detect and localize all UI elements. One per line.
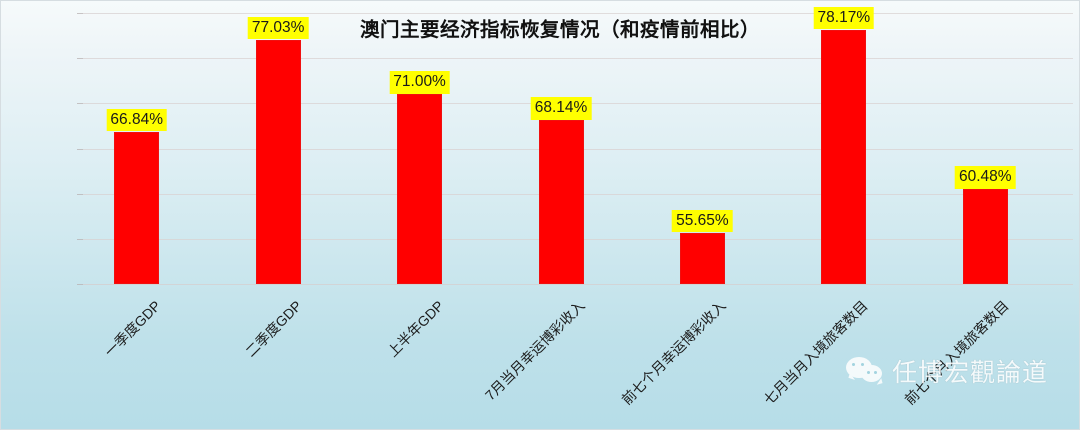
plot-area: 80.00%75.00%70.00%65.00%60.00%55.00%50.0… [77, 6, 1073, 408]
y-tick-mark [77, 148, 83, 150]
x-axis-category-label: 7月当月幸运博彩收入 [481, 297, 588, 404]
x-axis-category-label: 一季度GDP [100, 297, 164, 360]
bar-value-label: 77.03% [247, 16, 309, 40]
bar-value-label: 78.17% [813, 6, 875, 29]
bar [821, 29, 867, 284]
bar [679, 232, 725, 284]
y-tick-mark [77, 193, 83, 195]
bar [538, 120, 584, 284]
x-axis-category-label: 前七个月幸运博彩收入 [618, 297, 730, 408]
watermark-text: 任博宏觀論道 [892, 358, 1049, 387]
bar-value-label: 55.65% [672, 209, 733, 233]
bar-value-label: 68.14% [530, 97, 592, 120]
watermark: 任博宏觀論道 [846, 353, 1048, 389]
y-tick-mark [77, 103, 83, 105]
x-axis-category-label: 上半年GDP [383, 297, 447, 360]
gridline [77, 58, 1073, 60]
wechat-icon [846, 356, 886, 386]
y-tick-mark [77, 284, 83, 285]
gridline [77, 13, 1073, 14]
y-tick-mark [77, 13, 83, 14]
bar-value-label: 71.00% [389, 71, 450, 94]
bar [397, 94, 443, 284]
bar-value-label: 60.48% [954, 166, 1016, 189]
x-axis-category-label: 二季度GDP [242, 297, 305, 360]
y-tick-mark [77, 238, 83, 240]
gridline [77, 284, 1073, 285]
bar [114, 131, 160, 284]
chart-title: 澳门主要经济指标恢复情况（和疫情前相比） [359, 18, 760, 41]
bar-value-label: 66.84% [106, 108, 167, 132]
bar [962, 189, 1008, 284]
bar [255, 39, 301, 284]
y-tick-mark [77, 58, 83, 60]
